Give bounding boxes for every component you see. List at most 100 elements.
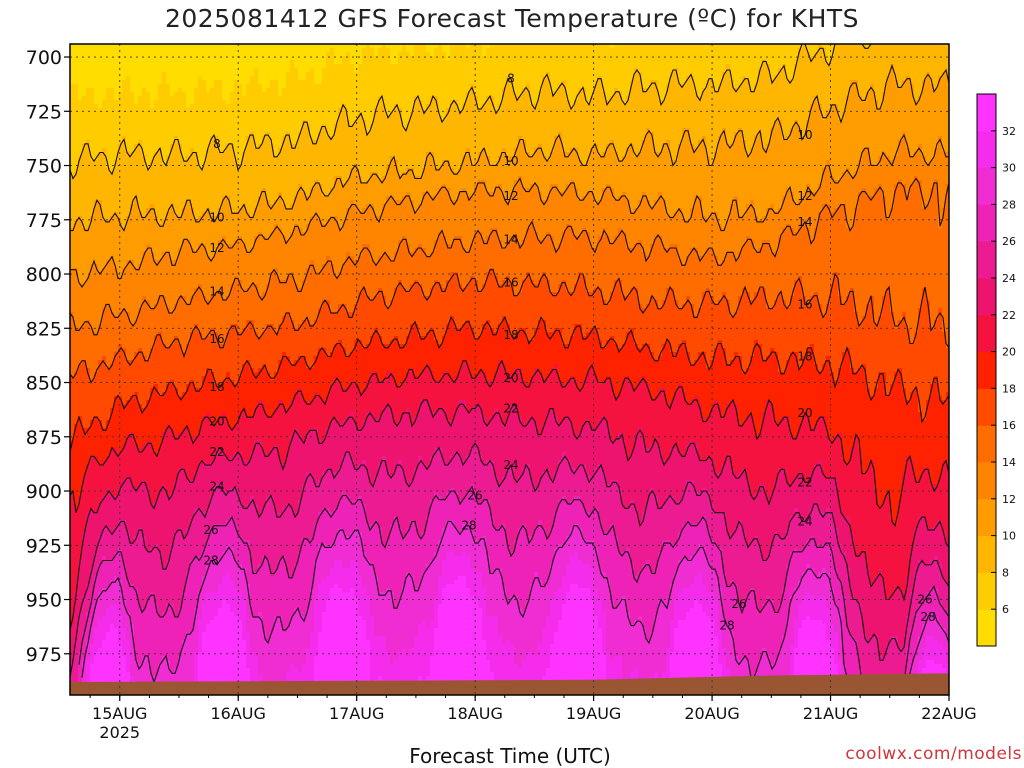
temperature-cell xyxy=(162,444,167,449)
temperature-cell xyxy=(78,124,83,129)
temperature-cell xyxy=(82,232,87,237)
temperature-cell xyxy=(170,512,175,517)
temperature-cell xyxy=(114,220,119,225)
temperature-cell xyxy=(118,172,123,177)
temperature-cell xyxy=(82,196,87,201)
temperature-cell xyxy=(154,456,159,461)
temperature-cell xyxy=(150,432,155,437)
temperature-cell xyxy=(82,512,87,517)
temperature-cell xyxy=(150,456,155,461)
temperature-cell xyxy=(98,388,103,393)
temperature-cell xyxy=(134,84,139,89)
temperature-cell xyxy=(82,276,87,281)
temperature-cell xyxy=(162,352,167,357)
temperature-cell xyxy=(150,608,155,613)
temperature-cell xyxy=(150,168,155,173)
temperature-cell xyxy=(98,96,103,101)
temperature-cell xyxy=(110,140,115,145)
temperature-cell xyxy=(150,232,155,237)
temperature-cell xyxy=(94,84,99,89)
temperature-cell xyxy=(154,80,159,85)
temperature-cell xyxy=(146,452,151,457)
temperature-cell xyxy=(122,312,127,317)
temperature-cell xyxy=(90,284,95,289)
temperature-cell xyxy=(94,648,99,653)
temperature-cell xyxy=(74,76,79,81)
temperature-cell xyxy=(150,296,155,301)
temperature-cell xyxy=(82,348,87,353)
temperature-cell xyxy=(166,432,171,437)
temperature-cell xyxy=(78,72,83,77)
temperature-cell xyxy=(146,256,151,261)
temperature-cell xyxy=(90,164,95,169)
temperature-cell xyxy=(114,100,119,105)
temperature-cell xyxy=(74,116,79,121)
temperature-cell xyxy=(114,388,119,393)
temperature-cell xyxy=(134,628,139,633)
temperature-cell xyxy=(78,588,83,593)
temperature-cell xyxy=(138,632,143,637)
temperature-cell xyxy=(90,276,95,281)
temperature-cell xyxy=(150,204,155,209)
temperature-cell xyxy=(74,392,79,397)
temperature-cell xyxy=(146,240,151,245)
temperature-cell xyxy=(146,276,151,281)
temperature-cell xyxy=(82,388,87,393)
temperature-cell xyxy=(78,584,83,589)
temperature-cell xyxy=(142,584,147,589)
temperature-cell xyxy=(98,104,103,109)
temperature-cell xyxy=(122,104,127,109)
temperature-cell xyxy=(162,232,167,237)
temperature-cell xyxy=(170,448,175,453)
temperature-cell xyxy=(106,176,111,181)
temperature-cell xyxy=(102,272,107,277)
temperature-cell xyxy=(78,204,83,209)
temperature-cell xyxy=(94,360,99,365)
temperature-cell xyxy=(154,252,159,257)
temperature-cell xyxy=(118,528,123,533)
temperature-cell xyxy=(154,540,159,545)
temperature-cell xyxy=(174,340,179,345)
temperature-cell xyxy=(98,176,103,181)
temperature-cell xyxy=(78,356,83,361)
temperature-cell xyxy=(170,92,175,97)
temperature-cell xyxy=(110,276,115,281)
temperature-cell xyxy=(142,200,147,205)
temperature-cell xyxy=(126,484,131,489)
temperature-cell xyxy=(86,212,91,217)
temperature-cell xyxy=(94,172,99,177)
temperature-cell xyxy=(134,576,139,581)
temperature-cell xyxy=(150,148,155,153)
temperature-cell xyxy=(130,184,135,189)
temperature-cell xyxy=(130,304,135,309)
temperature-cell xyxy=(122,172,127,177)
temperature-cell xyxy=(150,656,155,661)
temperature-cell xyxy=(138,196,143,201)
temperature-cell xyxy=(158,472,163,477)
temperature-cell xyxy=(98,76,103,81)
temperature-cell xyxy=(174,328,179,333)
temperature-cell xyxy=(174,464,179,469)
temperature-cell xyxy=(130,192,135,197)
temperature-cell xyxy=(86,472,91,477)
temperature-cell xyxy=(142,208,147,213)
temperature-cell xyxy=(170,452,175,457)
temperature-cell xyxy=(106,504,111,509)
temperature-cell xyxy=(114,468,119,473)
temperature-cell xyxy=(102,320,107,325)
temperature-cell xyxy=(134,416,139,421)
temperature-cell xyxy=(126,192,131,197)
temperature-cell xyxy=(142,572,147,577)
temperature-cell xyxy=(154,532,159,537)
temperature-cell xyxy=(158,644,163,649)
temperature-cell xyxy=(158,384,163,389)
temperature-cell xyxy=(90,632,95,637)
temperature-cell xyxy=(174,72,179,77)
temperature-cell xyxy=(78,116,83,121)
temperature-cell xyxy=(98,192,103,197)
temperature-cell xyxy=(78,344,83,349)
temperature-cell xyxy=(122,288,127,293)
temperature-cell xyxy=(106,404,111,409)
temperature-cell xyxy=(158,208,163,213)
temperature-cell xyxy=(146,312,151,317)
